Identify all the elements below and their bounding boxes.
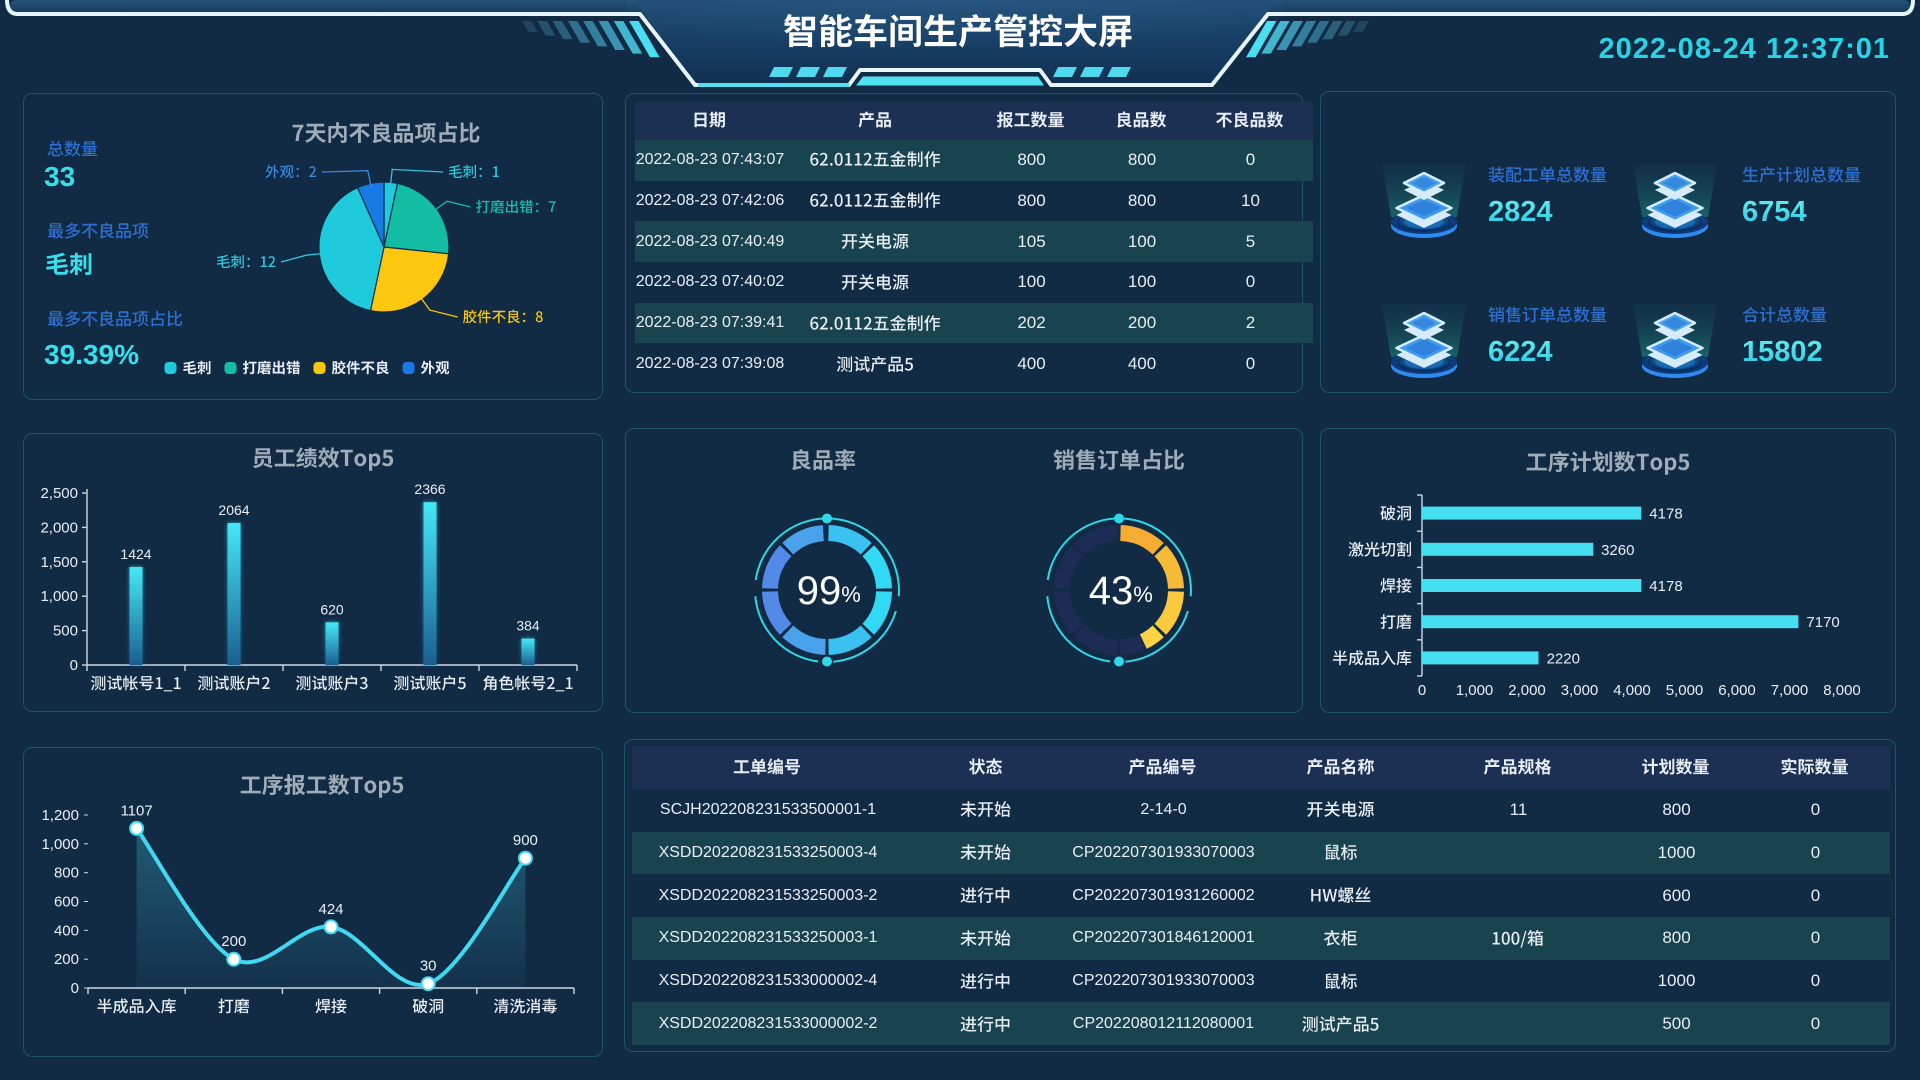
svg-text:15802: 15802 bbox=[1742, 336, 1823, 368]
svg-text:1,000: 1,000 bbox=[40, 588, 78, 605]
svg-text:1,000: 1,000 bbox=[41, 836, 79, 853]
svg-text:200: 200 bbox=[221, 933, 246, 950]
svg-text:43: 43 bbox=[1089, 569, 1134, 613]
svg-text:900: 900 bbox=[513, 832, 538, 849]
svg-text:%: % bbox=[1133, 582, 1153, 607]
svg-text:6224: 6224 bbox=[1488, 336, 1553, 368]
svg-text:4178: 4178 bbox=[1649, 506, 1682, 523]
svg-text:%: % bbox=[841, 582, 861, 607]
svg-text:2,000: 2,000 bbox=[1508, 682, 1546, 699]
svg-text:8,000: 8,000 bbox=[1823, 682, 1861, 699]
svg-text:6,000: 6,000 bbox=[1718, 682, 1756, 699]
svg-text:33: 33 bbox=[44, 161, 75, 192]
svg-text:500: 500 bbox=[53, 623, 78, 640]
svg-text:4178: 4178 bbox=[1649, 578, 1682, 595]
svg-text:620: 620 bbox=[320, 601, 344, 617]
svg-text:99: 99 bbox=[797, 569, 842, 613]
svg-text:7,000: 7,000 bbox=[1771, 682, 1809, 699]
svg-text:3260: 3260 bbox=[1601, 542, 1634, 559]
svg-text:2,500: 2,500 bbox=[40, 485, 78, 502]
svg-text:0: 0 bbox=[71, 980, 79, 997]
svg-text:800: 800 bbox=[54, 865, 79, 882]
svg-text:0: 0 bbox=[70, 657, 78, 674]
svg-text:3,000: 3,000 bbox=[1561, 682, 1599, 699]
svg-text:4,000: 4,000 bbox=[1613, 682, 1651, 699]
svg-text:1107: 1107 bbox=[120, 802, 152, 819]
svg-text:5,000: 5,000 bbox=[1666, 682, 1704, 699]
svg-text:400: 400 bbox=[54, 922, 79, 939]
svg-text:2366: 2366 bbox=[414, 481, 445, 497]
svg-text:1424: 1424 bbox=[120, 546, 151, 562]
svg-text:30: 30 bbox=[420, 958, 437, 975]
svg-text:2,000: 2,000 bbox=[40, 519, 78, 536]
svg-text:200: 200 bbox=[54, 951, 79, 968]
svg-text:1,500: 1,500 bbox=[40, 554, 78, 571]
svg-text:6754: 6754 bbox=[1742, 196, 1807, 228]
svg-text:2220: 2220 bbox=[1547, 650, 1580, 667]
svg-text:2824: 2824 bbox=[1488, 196, 1553, 228]
svg-text:1,000: 1,000 bbox=[1456, 682, 1494, 699]
svg-text:2064: 2064 bbox=[218, 502, 249, 518]
svg-text:0: 0 bbox=[1418, 682, 1426, 699]
svg-text:424: 424 bbox=[318, 901, 343, 918]
svg-text:1,200: 1,200 bbox=[41, 807, 79, 824]
svg-text:600: 600 bbox=[54, 894, 79, 911]
svg-text:39.39%: 39.39% bbox=[44, 339, 139, 370]
svg-text:7170: 7170 bbox=[1806, 614, 1839, 631]
svg-text:384: 384 bbox=[516, 618, 540, 634]
